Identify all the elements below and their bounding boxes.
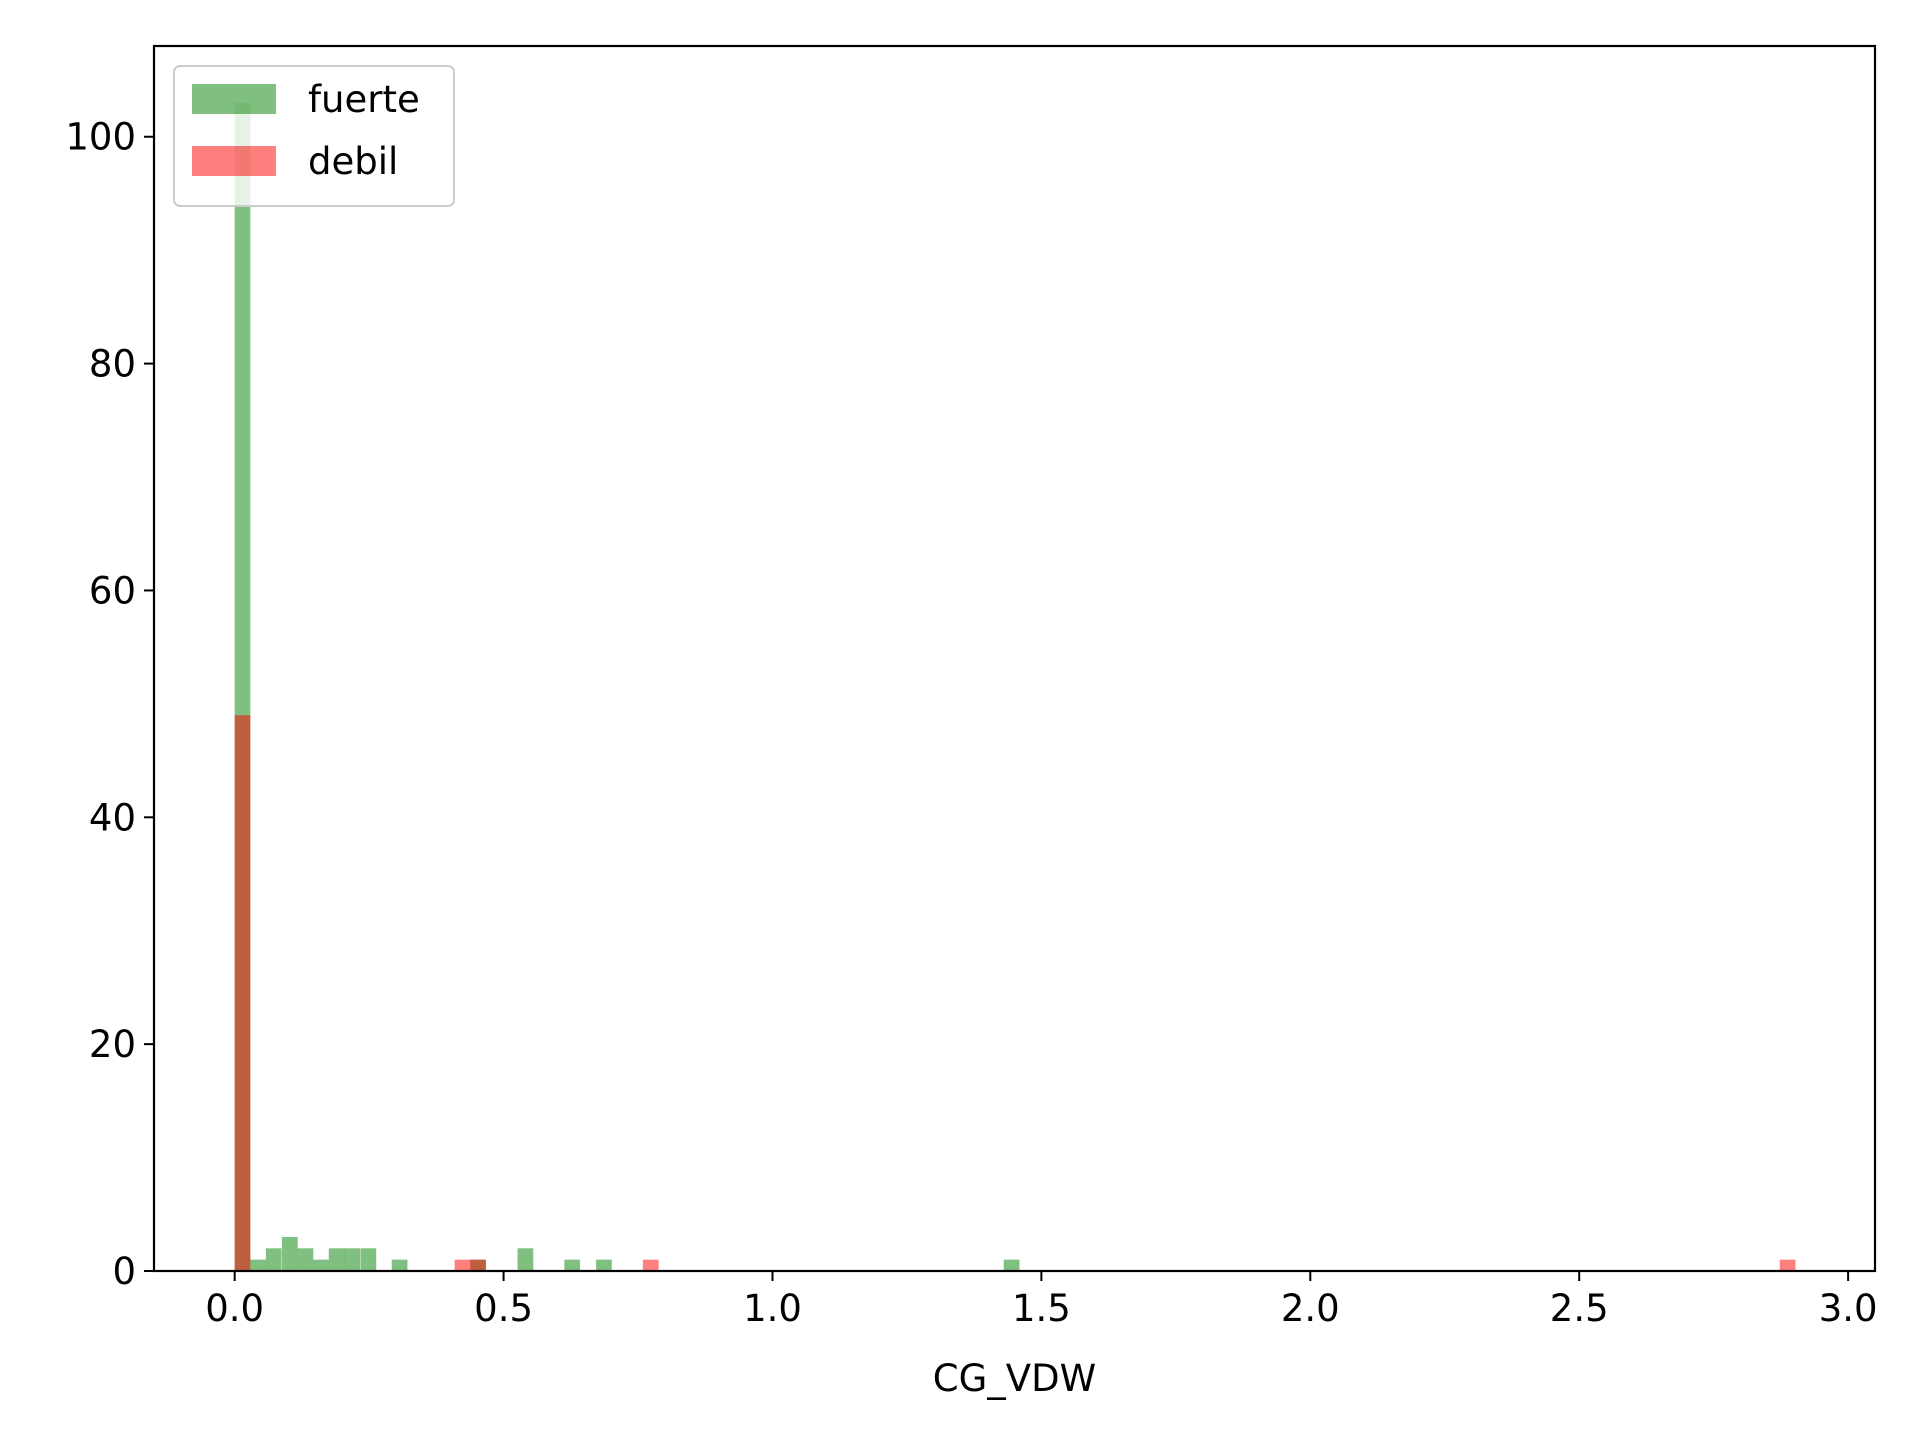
legend-label-debil: debil [308,140,398,183]
x-tick-label: 0.5 [474,1287,533,1330]
x-tick-label: 2.0 [1281,1287,1340,1330]
bar-fuerte-2 [265,1248,282,1271]
legend-label-fuerte: fuerte [308,78,420,121]
bar-debil-0 [234,715,251,1271]
plot-frame [152,44,1877,1273]
x-axis: 0.0 0.5 1.0 1.5 2.0 2.5 3.0 [205,1271,1878,1330]
bars-layer [234,102,1796,1272]
y-tick-label: 40 [89,796,136,839]
bar-fuerte-8 [360,1248,377,1271]
bar-fuerte-4 [297,1248,314,1271]
bar-fuerte-5 [313,1259,329,1271]
x-tick-label: 1.0 [743,1287,802,1330]
bar-fuerte-11 [517,1248,534,1271]
y-tick-label: 60 [89,569,136,612]
bar-debil-3 [642,1259,659,1271]
legend-swatch-fuerte [192,84,276,114]
bar-fuerte-13 [596,1259,612,1271]
bar-debil-1 [454,1259,471,1271]
y-tick-label: 100 [65,116,136,159]
x-tick-label: 2.5 [1550,1287,1609,1330]
bar-fuerte-14 [1003,1259,1020,1271]
bar-fuerte-12 [564,1259,581,1271]
y-tick-label: 80 [89,343,136,386]
plot-background [154,46,1875,1271]
plot-area [152,44,1877,1273]
bar-fuerte-7 [344,1248,361,1271]
bar-debil-4 [1779,1259,1796,1271]
y-tick-label: 0 [112,1250,136,1293]
y-tick-label: 20 [89,1023,136,1066]
x-axis-label: CG_VDW [933,1357,1096,1400]
y-axis: 0 20 40 60 80 100 [65,116,154,1293]
x-tick-label: 0.0 [205,1287,264,1330]
bar-fuerte-6 [328,1248,345,1271]
x-tick-label: 3.0 [1819,1287,1878,1330]
series-debil [234,715,1796,1271]
legend-swatch-debil [192,146,276,176]
x-tick-label: 1.5 [1012,1287,1071,1330]
bar-fuerte-1 [250,1259,266,1271]
bar-fuerte-3 [282,1236,298,1271]
legend: fuerte debil [173,65,455,207]
bar-debil-2 [470,1259,486,1271]
bar-fuerte-9 [391,1259,408,1271]
